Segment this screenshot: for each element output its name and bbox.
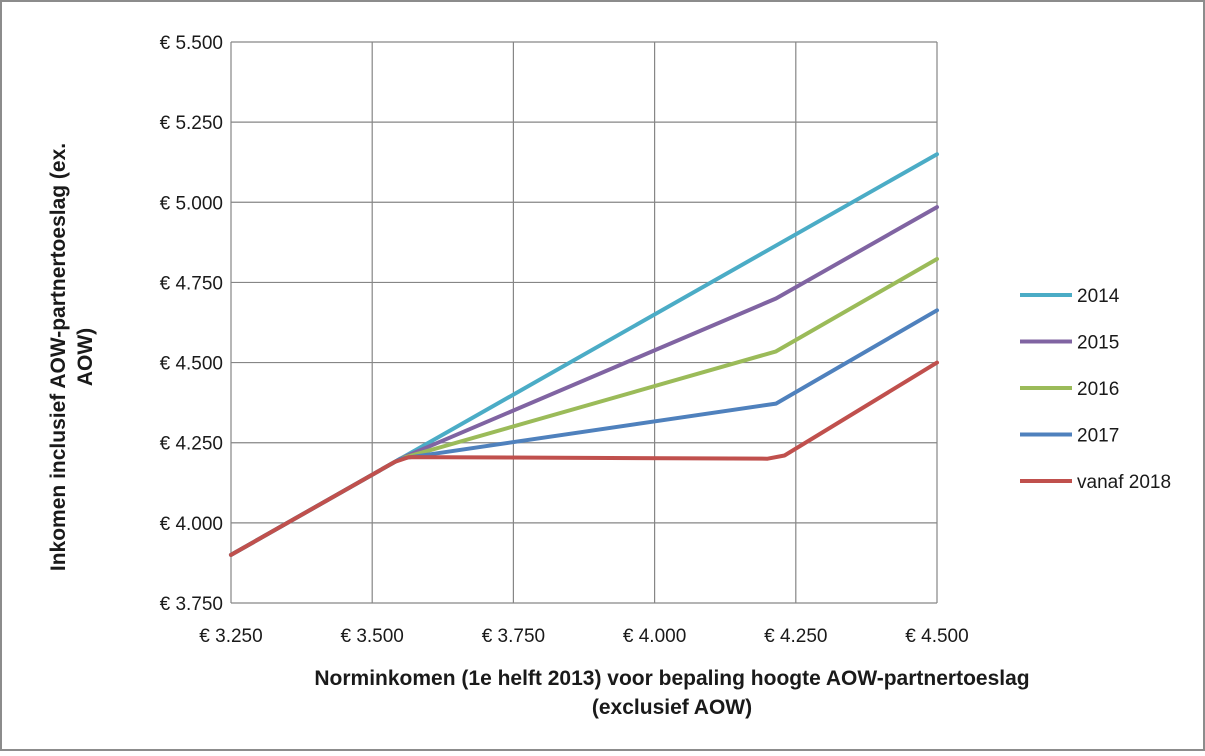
x-tick-label-1: € 3.500 [340,626,403,647]
series-lines [229,152,939,557]
y-tick-label-1: € 4.000 [160,514,223,535]
x-tick-label-0: € 3.250 [199,626,262,647]
y-axis-title-line-2: AOW) [74,328,97,386]
legend-label-4: vanaf 2018 [1077,472,1171,493]
y-tick-label-6: € 5.250 [160,113,223,134]
x-tick-label-4: € 4.250 [764,626,827,647]
legend-label-0: 2014 [1077,286,1120,307]
y-axis-title-line-1: Inkomen inclusief AOW-partnertoeslag (ex… [47,143,70,571]
y-tick-label-3: € 4.500 [160,354,223,375]
y-axis-tick-labels: € 3.750 € 4.000 € 4.250 € 4.500 € 4.750 € 5.0… [160,33,223,615]
y-tick-label-7: € 5.500 [160,33,223,54]
y-tick-label-4: € 4.750 [160,273,223,294]
grid [230,41,938,604]
x-axis-title-line-1: Norminkomen (1e helft 2013) voor bepalin… [314,667,1029,690]
x-axis-title: Norminkomen (1e helft 2013) voor bepalin… [314,667,1029,719]
legend-label-3: 2017 [1077,426,1119,447]
legend-label-1: 2015 [1077,333,1119,354]
legend-label-2: 2016 [1077,379,1119,400]
y-tick-label-5: € 5.000 [160,193,223,214]
y-tick-label-2: € 4.250 [160,434,223,455]
x-axis-title-line-2: (exclusief AOW) [592,696,752,719]
series-line-4 [229,360,939,557]
x-tick-label-2: € 3.750 [482,626,545,647]
y-axis-title: Inkomen inclusief AOW-partnertoeslag (ex… [47,143,97,571]
legend: 2014 2015 2016 2017 vanaf 2018 [1020,286,1171,493]
x-tick-label-3: € 4.000 [623,626,686,647]
x-tick-label-5: € 4.500 [905,626,968,647]
x-axis-tick-labels: € 3.250 € 3.500 € 3.750 € 4.000 € 4.250 € 4.5… [199,626,968,647]
y-tick-label-0: € 3.750 [160,594,223,615]
